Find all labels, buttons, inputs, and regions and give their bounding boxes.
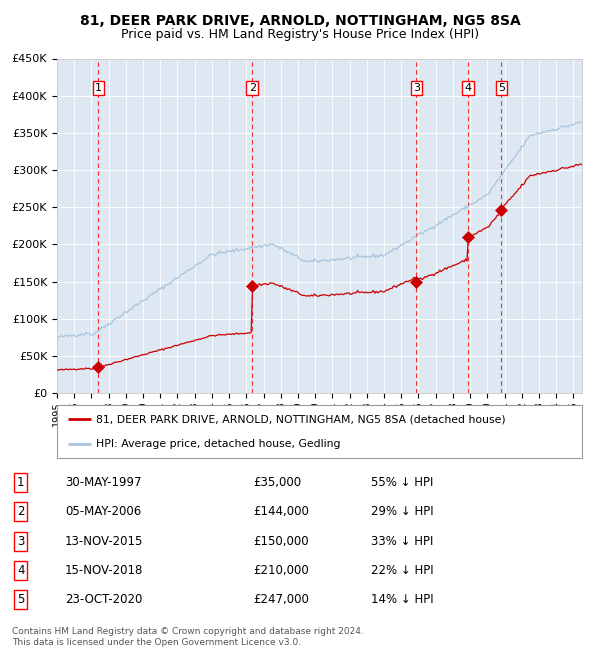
Text: 05-MAY-2006: 05-MAY-2006 xyxy=(65,506,141,519)
Text: 3: 3 xyxy=(17,534,25,547)
Text: 22% ↓ HPI: 22% ↓ HPI xyxy=(371,564,433,577)
Text: £35,000: £35,000 xyxy=(253,476,301,489)
Text: Price paid vs. HM Land Registry's House Price Index (HPI): Price paid vs. HM Land Registry's House … xyxy=(121,28,479,41)
Text: 14% ↓ HPI: 14% ↓ HPI xyxy=(371,593,433,606)
Text: 30-MAY-1997: 30-MAY-1997 xyxy=(65,476,142,489)
Text: 4: 4 xyxy=(17,564,25,577)
Text: 23-OCT-2020: 23-OCT-2020 xyxy=(65,593,142,606)
Text: £210,000: £210,000 xyxy=(253,564,309,577)
Text: 1: 1 xyxy=(17,476,25,489)
Text: Contains HM Land Registry data © Crown copyright and database right 2024.
This d: Contains HM Land Registry data © Crown c… xyxy=(12,627,364,647)
Text: £144,000: £144,000 xyxy=(253,506,309,519)
Text: 5: 5 xyxy=(17,593,25,606)
Text: 2: 2 xyxy=(248,83,256,93)
Text: 1: 1 xyxy=(95,83,102,93)
Text: 5: 5 xyxy=(498,83,505,93)
Text: 4: 4 xyxy=(464,83,472,93)
Text: 3: 3 xyxy=(413,83,420,93)
Text: 81, DEER PARK DRIVE, ARNOLD, NOTTINGHAM, NG5 8SA (detached house): 81, DEER PARK DRIVE, ARNOLD, NOTTINGHAM,… xyxy=(97,414,506,424)
Text: £247,000: £247,000 xyxy=(253,593,309,606)
Text: £150,000: £150,000 xyxy=(253,534,308,547)
Text: 55% ↓ HPI: 55% ↓ HPI xyxy=(371,476,433,489)
Text: 29% ↓ HPI: 29% ↓ HPI xyxy=(371,506,433,519)
Text: 15-NOV-2018: 15-NOV-2018 xyxy=(65,564,143,577)
Text: 2: 2 xyxy=(17,506,25,519)
Text: 33% ↓ HPI: 33% ↓ HPI xyxy=(371,534,433,547)
Text: 81, DEER PARK DRIVE, ARNOLD, NOTTINGHAM, NG5 8SA: 81, DEER PARK DRIVE, ARNOLD, NOTTINGHAM,… xyxy=(80,14,520,29)
Text: 13-NOV-2015: 13-NOV-2015 xyxy=(65,534,143,547)
Text: HPI: Average price, detached house, Gedling: HPI: Average price, detached house, Gedl… xyxy=(97,439,341,449)
